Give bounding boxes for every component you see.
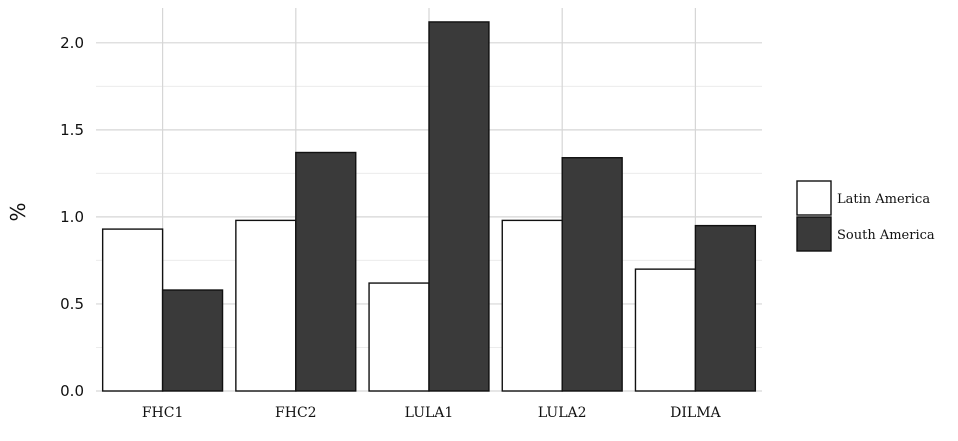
bar-latin-america xyxy=(368,282,430,392)
legend-swatch xyxy=(796,180,832,216)
y-tick-label: 2.0 xyxy=(60,34,84,52)
bar-latin-america xyxy=(501,219,563,392)
x-tick-label: LULA1 xyxy=(405,405,454,421)
bar-south-america xyxy=(694,224,757,392)
y-tick-label: 1.5 xyxy=(60,121,84,139)
x-tick-label: FHC1 xyxy=(142,405,184,421)
bar-south-america xyxy=(161,289,224,392)
x-tick-label: FHC2 xyxy=(275,405,317,421)
x-axis: FHC1 FHC2 LULA1 LULA2 DILMA xyxy=(142,405,722,421)
bar-south-america xyxy=(428,21,490,392)
legend-swatch xyxy=(796,216,832,252)
bar-south-america xyxy=(295,151,357,392)
legend: Latin America South America xyxy=(796,180,935,252)
bar-south-america xyxy=(561,157,623,392)
y-tick-label: 0.0 xyxy=(60,382,84,400)
bar-latin-america xyxy=(101,228,164,392)
legend-label: South America xyxy=(837,228,935,243)
y-tick-label: 0.5 xyxy=(60,295,84,313)
y-axis-title: % xyxy=(6,202,30,221)
x-tick-label: LULA2 xyxy=(538,405,587,421)
y-axis: % 0.0 0.5 1.0 1.5 2.0 xyxy=(6,34,84,400)
bar-latin-america xyxy=(634,268,697,392)
legend-label: Latin America xyxy=(837,192,930,207)
bar-latin-america xyxy=(235,219,297,392)
y-tick-label: 1.0 xyxy=(60,208,84,226)
x-tick-label: DILMA xyxy=(670,405,721,421)
bars xyxy=(101,21,757,392)
